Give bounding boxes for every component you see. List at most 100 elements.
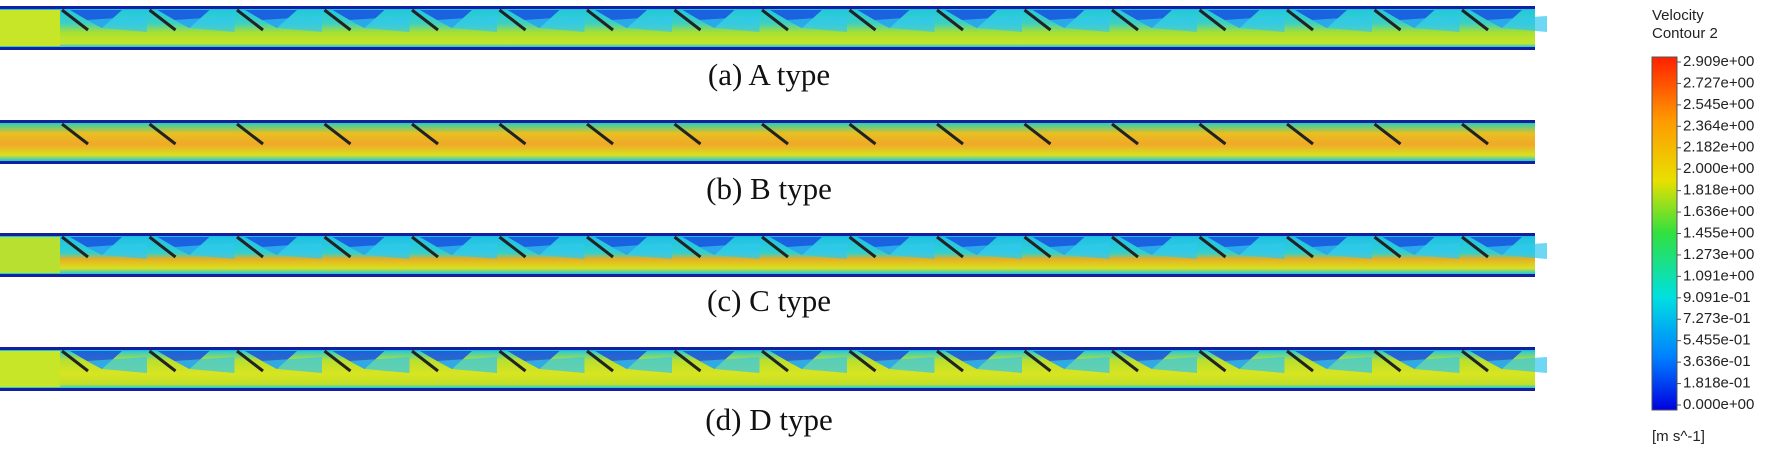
baffle (323, 8, 352, 32)
low-velocity-zone (245, 237, 297, 255)
legend-label: 0.000e+00 (1683, 396, 1754, 413)
baffle (411, 8, 439, 32)
low-velocity-zone (682, 351, 735, 369)
legend-label: 2.182e+00 (1683, 139, 1754, 156)
legend-label: 1.455e+00 (1683, 224, 1754, 241)
low-velocity-zone (420, 10, 472, 28)
legend-label: 2.364e+00 (1683, 117, 1754, 134)
mid-velocity-zone (262, 243, 322, 259)
legend-label: 1.091e+00 (1683, 267, 1754, 284)
legend-label: 7.273e-01 (1683, 310, 1751, 327)
baffle (148, 122, 177, 146)
baffle (936, 349, 964, 373)
baffle (761, 235, 789, 259)
baffle (673, 122, 702, 146)
mid-velocity-zone (1049, 243, 1110, 259)
baffle (148, 235, 177, 259)
wall-top (0, 233, 1535, 236)
mid-velocity-zone (524, 243, 585, 259)
low-velocity-zone (770, 351, 822, 369)
wall-top (0, 347, 1535, 350)
baffle (1111, 349, 1139, 373)
low-velocity-zone (1120, 237, 1172, 255)
mid-velocity-zone (612, 16, 672, 32)
legend-label: 1.636e+00 (1683, 203, 1754, 220)
mid-velocity-zone (1049, 357, 1110, 373)
baffle (1461, 8, 1489, 32)
low-velocity-zone (945, 10, 997, 28)
caption: (b) B type (706, 171, 832, 206)
baffle (936, 8, 964, 32)
legend-label: 2.000e+00 (1683, 160, 1754, 177)
mid-velocity-zone (437, 357, 497, 373)
mid-velocity-zone (349, 16, 410, 32)
low-velocity-zone (157, 10, 210, 28)
low-velocity-zone (1032, 10, 1085, 28)
mid-velocity-zone (1487, 357, 1547, 373)
low-velocity-zone (1470, 351, 1522, 369)
low-velocity-zone (70, 10, 122, 28)
baffle (1286, 349, 1314, 373)
baffle (1023, 8, 1052, 32)
mid-velocity-zone (962, 357, 1022, 373)
wall-top (0, 6, 1535, 9)
baffle (848, 8, 877, 32)
low-velocity-zone (157, 351, 210, 369)
baffle (498, 349, 527, 373)
mid-velocity-zone (874, 16, 935, 32)
baffle (1461, 349, 1489, 373)
mid-velocity-zone (1137, 357, 1197, 373)
mid-velocity-zone (787, 243, 847, 259)
low-velocity-zone (70, 237, 122, 255)
baffle (323, 349, 352, 373)
baffle (236, 349, 264, 373)
mid-velocity-zone (174, 357, 235, 373)
low-velocity-zone (245, 351, 297, 369)
low-velocity-zone (420, 351, 472, 369)
mid-velocity-zone (262, 357, 322, 373)
baffle (236, 122, 264, 146)
mid-velocity-zone (349, 243, 410, 259)
legend-label: 9.091e-01 (1683, 289, 1751, 306)
mid-velocity-zone (174, 16, 235, 32)
mid-velocity-zone (787, 16, 847, 32)
baffle (411, 122, 439, 146)
wall-bottom (0, 274, 1535, 277)
mid-velocity-zone (1224, 243, 1285, 259)
baffle (61, 8, 89, 32)
baffle (1461, 122, 1489, 146)
baffle (848, 349, 877, 373)
low-velocity-zone (70, 351, 122, 369)
baffle (936, 235, 964, 259)
color-bar (1651, 56, 1678, 411)
baffle (673, 349, 702, 373)
baffle (148, 349, 177, 373)
low-velocity-zone (595, 10, 647, 28)
mid-velocity-zone (1312, 16, 1372, 32)
baffle (61, 349, 89, 373)
mid-velocity-zone (1399, 243, 1460, 259)
baffle (1111, 235, 1139, 259)
low-velocity-zone (1207, 351, 1260, 369)
mid-velocity-zone (524, 16, 585, 32)
mid-velocity-zone (524, 357, 585, 373)
low-velocity-zone (1382, 237, 1435, 255)
mid-velocity-zone (1399, 16, 1460, 32)
low-velocity-zone (420, 237, 472, 255)
mid-velocity-zone (699, 243, 760, 259)
mid-velocity-zone (1224, 357, 1285, 373)
legend-label: 2.909e+00 (1683, 53, 1754, 70)
low-velocity-zone (1382, 10, 1435, 28)
mid-velocity-zone (262, 16, 322, 32)
mid-velocity-zone (437, 243, 497, 259)
mid-velocity-zone (1049, 16, 1110, 32)
baffle (1023, 122, 1052, 146)
mid-velocity-zone (699, 357, 760, 373)
baffle (761, 122, 789, 146)
baffle (586, 235, 614, 259)
low-velocity-zone (1295, 237, 1347, 255)
contour-strip (0, 347, 1547, 391)
baffle (1373, 8, 1402, 32)
low-velocity-zone (1470, 237, 1522, 255)
wall-bottom (0, 161, 1535, 164)
